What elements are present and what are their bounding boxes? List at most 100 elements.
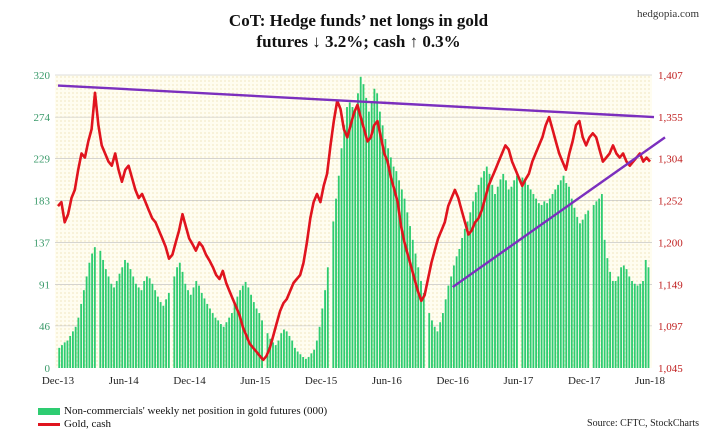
bar [617,276,620,368]
bar [343,125,346,368]
bar [82,290,85,368]
bar [346,107,348,368]
bar [609,271,612,368]
bar [239,290,242,368]
bar [135,283,137,368]
bar [409,226,411,368]
bar [126,262,129,368]
bar [592,205,595,368]
bar [310,353,313,368]
x-tick-label: Jun-17 [503,375,533,387]
bar [176,267,178,368]
bar [178,262,181,368]
bar [214,317,217,368]
left-tick-label: 0 [45,363,51,375]
right-tick-label: 1,149 [658,279,683,291]
watermark: hedgopia.com [636,8,699,20]
bar [85,276,88,368]
bar [283,329,285,368]
bar [491,184,494,368]
bar [99,250,102,368]
bar [110,283,113,368]
bar [494,194,496,368]
bar [378,111,381,368]
bar [277,340,280,368]
bar [557,184,559,368]
legend: Non-commercials' weekly net position in … [38,405,327,431]
bar [74,326,77,368]
bar [414,253,417,368]
bar [291,340,294,368]
bar [274,345,277,368]
bar [198,285,200,368]
bar [285,331,288,368]
bar [143,281,146,368]
bar [162,305,165,368]
x-tick-label: Jun-16 [372,375,402,387]
bar [313,349,316,368]
left-tick-label: 274 [34,112,51,124]
bar [66,340,69,368]
bar [146,276,148,368]
bar [151,283,154,368]
bar [526,184,529,368]
bar [398,180,400,368]
bar [148,278,151,368]
right-tick-label: 1,045 [658,363,683,375]
bar [359,76,362,369]
left-tick-label: 137 [34,238,51,250]
bar [537,203,540,368]
bar [406,212,409,368]
bar [315,340,318,368]
bar [104,269,107,368]
bar [395,171,398,368]
bar [540,205,543,368]
bar [644,259,647,368]
left-tick-label: 183 [34,195,51,207]
bar [546,203,548,368]
x-tick-label: Dec-14 [173,375,206,387]
right-tick-label: 1,097 [658,321,683,333]
bar [535,198,538,368]
left-tick-label: 320 [34,70,51,82]
x-tick-label: Jun-15 [240,375,270,387]
bar [483,171,485,368]
bar [307,357,310,368]
bar [124,259,126,368]
bar [357,93,359,368]
bar [233,303,236,368]
bar [499,179,502,368]
bar [584,214,587,368]
bar [209,308,211,368]
bar [354,111,357,368]
x-tick-label: Dec-16 [436,375,469,387]
bar [228,317,231,368]
bar [598,198,601,368]
bar [187,290,189,368]
bar [568,186,570,368]
bar [603,239,606,368]
bar [595,201,598,368]
legend-label-gold: Gold, cash [64,418,112,430]
right-tick-label: 1,355 [658,112,683,124]
left-axis: 0 46 91 137 183 229 274 320 [34,70,51,375]
bar [244,281,247,368]
bar [113,287,115,368]
legend-swatch-line [38,423,60,426]
bar [477,184,480,368]
bar [192,287,195,368]
bar [93,247,96,368]
bar [222,326,225,368]
bar [302,357,305,368]
bar [91,253,94,368]
bar [524,181,527,368]
bar [211,313,214,368]
bar [121,267,124,368]
bar [620,267,622,368]
bar [532,194,535,368]
bar [633,283,636,368]
bar [252,302,255,368]
bar [463,228,466,368]
bar [611,281,614,368]
